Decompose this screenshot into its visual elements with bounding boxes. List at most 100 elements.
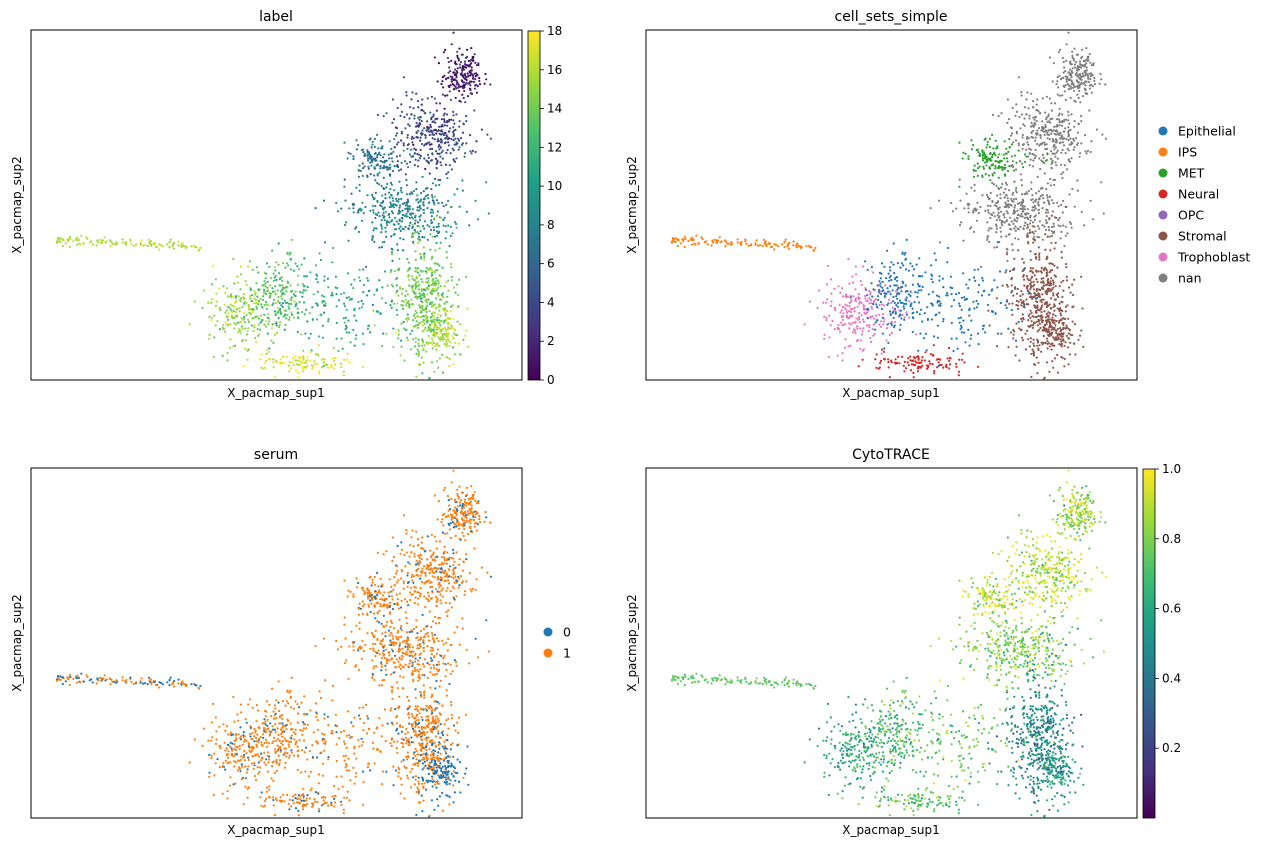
scatter-point <box>278 301 281 304</box>
scatter-point <box>433 332 436 335</box>
scatter-point <box>935 313 938 316</box>
scatter-point <box>847 345 850 348</box>
scatter-point <box>963 207 966 210</box>
scatter-point <box>455 143 458 146</box>
scatter-point <box>844 307 847 310</box>
scatter-point <box>877 298 880 301</box>
scatter-point <box>1028 279 1031 282</box>
scatter-point <box>885 277 888 280</box>
scatter-point <box>1063 164 1066 167</box>
scatter-point <box>904 268 908 271</box>
scatter-point <box>380 231 383 234</box>
scatter-point <box>1007 150 1010 153</box>
scatter-point <box>1001 224 1004 227</box>
scatter-point <box>335 305 338 308</box>
scatter-point <box>701 237 704 241</box>
scatter-point <box>1080 78 1083 82</box>
scatter-point <box>419 230 422 233</box>
scatter-point <box>1038 157 1041 160</box>
scatter-point <box>1045 118 1048 121</box>
scatter-point <box>98 238 101 241</box>
scatter-point <box>465 514 468 517</box>
scatter-point <box>1053 357 1056 360</box>
scatter-point <box>900 262 904 265</box>
scatter-point <box>444 312 447 315</box>
scatter-point <box>1022 305 1025 308</box>
scatter-point <box>893 284 896 287</box>
scatter-point <box>833 287 836 290</box>
scatter-point <box>1037 246 1040 249</box>
scatter-point <box>1053 152 1056 155</box>
scatter-point <box>968 278 971 281</box>
scatter-point <box>1034 230 1037 233</box>
scatter-point <box>993 246 996 249</box>
scatter-point <box>414 267 417 270</box>
scatter-point <box>1078 65 1081 68</box>
scatter-point <box>296 307 299 310</box>
scatter-point <box>823 337 826 340</box>
scatter-point <box>1010 132 1014 135</box>
scatter-point <box>69 237 72 240</box>
scatter-point <box>302 283 305 286</box>
scatter-point <box>958 141 961 144</box>
scatter-point <box>905 296 908 299</box>
scatter-point <box>1061 211 1064 214</box>
scatter-point <box>188 323 191 326</box>
scatter-point <box>1102 212 1105 215</box>
scatter-point <box>443 107 446 110</box>
scatter-point <box>244 347 247 350</box>
scatter-point <box>691 236 694 239</box>
scatter-point <box>449 98 452 101</box>
scatter-point <box>288 316 291 319</box>
scatter-point <box>435 230 438 233</box>
scatter-point <box>1000 332 1003 335</box>
scatter-point <box>263 313 266 316</box>
scatter-point <box>950 305 953 308</box>
scatter-point <box>79 243 82 246</box>
scatter-point <box>855 340 859 343</box>
scatter-point <box>974 279 977 282</box>
scatter-point <box>357 143 360 147</box>
scatter-point <box>406 313 409 316</box>
scatter-point <box>431 199 434 202</box>
scatter-point <box>1048 262 1051 265</box>
scatter-point <box>448 118 451 121</box>
scatter-point <box>1042 282 1045 285</box>
scatter-point <box>476 85 479 88</box>
scatter-point <box>322 304 326 307</box>
scatter-point <box>1079 63 1082 66</box>
scatter-point <box>236 307 239 310</box>
scatter-point <box>1029 125 1033 128</box>
scatter-point <box>231 304 234 307</box>
scatter-point <box>445 318 448 321</box>
scatter-point <box>463 60 467 63</box>
scatter-point <box>872 323 875 326</box>
scatter-point <box>1045 323 1048 326</box>
scatter-point <box>293 316 296 319</box>
scatter-point <box>457 497 460 500</box>
scatter-point <box>988 240 991 243</box>
scatter-point <box>880 262 884 265</box>
scatter-point <box>457 86 460 89</box>
scatter-point <box>143 244 147 247</box>
scatter-point <box>450 481 453 484</box>
scatter-point <box>61 238 65 241</box>
scatter-point <box>335 201 338 205</box>
scatter-point <box>393 302 396 305</box>
scatter-point <box>823 333 826 336</box>
scatter-point <box>436 117 439 120</box>
scatter-point <box>446 177 449 180</box>
scatter-point <box>210 319 213 322</box>
scatter-point <box>985 146 988 149</box>
scatter-point <box>905 367 908 370</box>
scatter-point <box>437 281 440 284</box>
scatter-point <box>1066 77 1069 80</box>
scatter-point <box>997 187 1000 190</box>
scatter-points <box>670 31 1107 380</box>
scatter-point <box>1027 107 1030 110</box>
scatter-point <box>452 149 455 152</box>
scatter-point <box>1067 71 1070 74</box>
scatter-point <box>941 277 945 280</box>
scatter-point <box>854 297 858 300</box>
scatter-point <box>1050 109 1053 112</box>
